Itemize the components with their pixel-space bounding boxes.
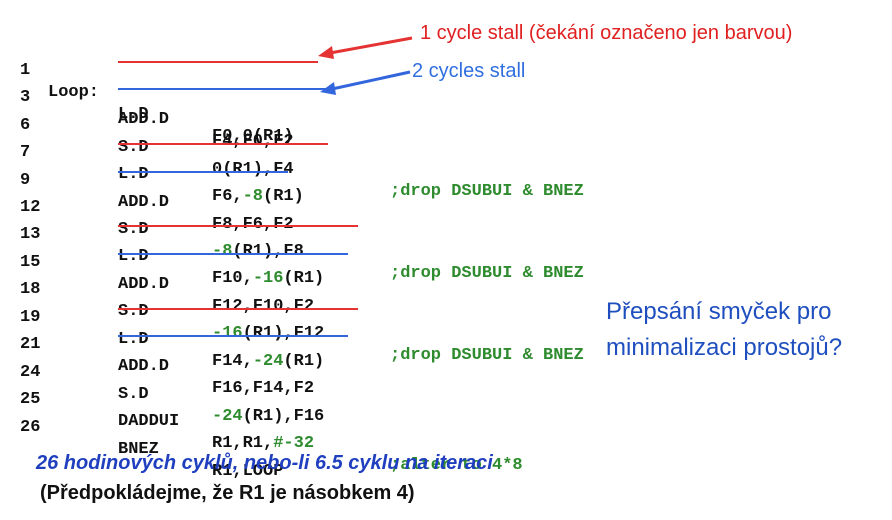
- code-line: 7 L.D F6,-8(R1): [0, 120, 304, 206]
- code-comment: ;drop DSUBUI & BNEZ: [390, 182, 584, 201]
- opcode: L.D: [118, 165, 149, 184]
- opcode: ADD.D: [118, 193, 170, 212]
- stall-note-1-cycle: 1 cycle stall (čekání označeno jen barvo…: [420, 22, 793, 44]
- operands: -24(R1),F16: [212, 407, 325, 426]
- opcode: L.D: [118, 105, 149, 124]
- cycle-number: 6: [20, 116, 31, 135]
- code-comment: ;drop DSUBUI & BNEZ: [390, 264, 584, 283]
- opcode: S.D: [118, 220, 149, 239]
- operands: R1,R1,#-32: [212, 434, 315, 453]
- stall-underline-red: [118, 61, 318, 63]
- operands: F10,-16(R1): [212, 269, 325, 288]
- opcode: L.D: [118, 330, 149, 349]
- offset-value: -8: [212, 242, 233, 261]
- code-line: 6 S.D 0(R1),F4 ;drop DSUBUI & BNEZ: [0, 93, 584, 201]
- code-line: 12 S.D -8(R1),F8 ;drop DSUBUI & BNEZ: [0, 175, 584, 283]
- blue-arrow-head: [320, 82, 336, 95]
- cycle-number: 15: [20, 253, 41, 272]
- stall-note-2-cycles: 2 cycles stall: [412, 60, 526, 82]
- red-arrow-head: [318, 46, 334, 59]
- offset-value: -8: [242, 187, 264, 206]
- cycle-number: 9: [20, 171, 31, 190]
- opcode: S.D: [118, 385, 149, 404]
- operands: -16(R1),F12: [212, 324, 325, 343]
- code-line: 15 ADD.D F12,F10,F2: [0, 230, 314, 316]
- cycle-number: 7: [20, 143, 31, 162]
- blue-arrow-line: [331, 70, 411, 91]
- cycle-number: 21: [20, 335, 41, 354]
- operands: F12,F10,F2: [212, 297, 315, 316]
- code-line: 24 S.D -24(R1),F16: [0, 340, 324, 426]
- red-arrow-line: [329, 36, 413, 55]
- stall-underline-blue: [118, 171, 288, 173]
- code-line: 1 Loop: L.D F0,0(R1): [0, 38, 294, 146]
- code-line: 21 ADD.D F16,F14,F2: [0, 312, 314, 398]
- operands: F14,-24(R1): [212, 352, 325, 371]
- operands: R1,LOOP: [212, 462, 284, 481]
- cycle-number: 24: [20, 363, 41, 382]
- operands: F4,F0,F2: [212, 132, 294, 151]
- cycle-number: 12: [20, 198, 41, 217]
- cycle-number: 18: [20, 280, 41, 299]
- code-line: 25 DADDUI R1,R1,#-32 ;alter to 4*8: [0, 367, 523, 475]
- offset-value: -16: [212, 324, 243, 343]
- stall-underline-blue: [118, 88, 328, 90]
- code-comment: ;drop DSUBUI & BNEZ: [390, 346, 584, 365]
- code-comment: ;alter to 4*8: [390, 456, 523, 475]
- assumption-note: (Předpokládejme, že R1 je násobkem 4): [40, 482, 415, 504]
- loop-label: Loop:: [48, 83, 100, 102]
- stall-underline-blue: [118, 253, 348, 255]
- immediate-value: #-32: [273, 434, 315, 453]
- opcode: ADD.D: [118, 357, 170, 376]
- opcode: ADD.D: [118, 275, 170, 294]
- operands: 0(R1),F4: [212, 160, 294, 179]
- opcode: S.D: [118, 138, 149, 157]
- code-line: 3 ADD.D F4,F0,F2: [0, 65, 294, 151]
- operands: F16,F14,F2: [212, 379, 315, 398]
- code-listing: 1 Loop: L.D F0,0(R1) 3 ADD.D F4,F0,F2 6 …: [0, 38, 584, 481]
- code-line: 9 ADD.D F8,F6,F2: [0, 148, 294, 234]
- operands: F6,-8(R1): [212, 187, 304, 206]
- cycle-summary: 26 hodinových cyklů, nebo-li 6.5 cyklu n…: [36, 452, 493, 474]
- opcode: BNEZ: [118, 440, 159, 459]
- cycle-number: 19: [20, 308, 41, 327]
- question-text: Přepsání smyček pro minimalizaci prostoj…: [606, 298, 843, 361]
- offset-value: -24: [252, 352, 284, 371]
- code-line: 13 L.D F10,-16(R1): [0, 202, 324, 288]
- cycle-number: 1: [20, 61, 31, 80]
- offset-value: -16: [252, 269, 284, 288]
- code-line: 19 L.D F14,-24(R1): [0, 285, 324, 371]
- stall-underline-red: [118, 225, 358, 227]
- operands: F8,F6,F2: [212, 214, 294, 236]
- opcode: DADDUI: [118, 412, 180, 431]
- operands: -8(R1),F8: [212, 242, 304, 261]
- operands: F0,0(R1): [212, 127, 294, 146]
- stall-underline-red: [118, 308, 358, 310]
- cycle-number: 26: [20, 418, 41, 437]
- cycle-number: 3: [20, 88, 31, 107]
- stall-underline-blue: [118, 335, 348, 337]
- opcode: S.D: [118, 302, 149, 321]
- offset-value: -24: [212, 407, 243, 426]
- code-line: 26 BNEZ R1,LOOP: [0, 395, 283, 481]
- opcode: L.D: [118, 247, 149, 266]
- cycle-number: 25: [20, 390, 41, 409]
- code-line: 18 S.D -16(R1),F12 ;drop DSUBUI & BNEZ: [0, 257, 584, 365]
- cycle-number: 13: [20, 225, 41, 244]
- opcode: ADD.D: [118, 110, 170, 129]
- stall-underline-red: [118, 143, 328, 145]
